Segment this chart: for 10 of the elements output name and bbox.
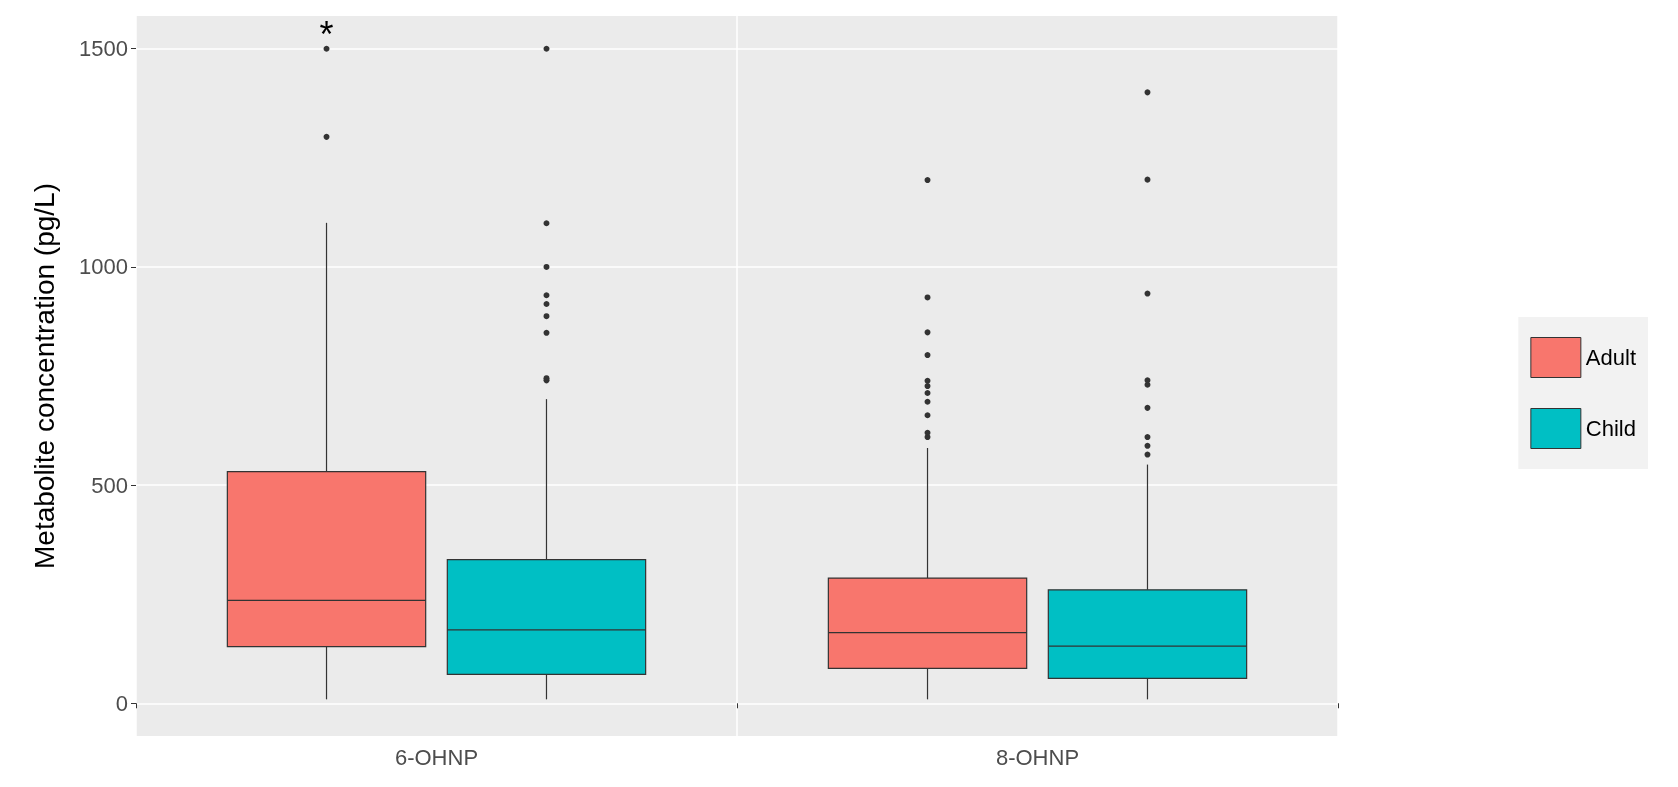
y-tick-label: 0 (115, 690, 128, 716)
y-tick-label: 500 (91, 472, 128, 498)
y-tick-label: 1500 (79, 36, 128, 62)
annotation: * (319, 13, 334, 55)
y-axis-title: Metabolite concentration (pg/L) (28, 183, 60, 569)
x-tick-label: 8-OHNP (995, 744, 1080, 770)
legend-label: Adult (1585, 345, 1637, 370)
legend-label: Child (1585, 416, 1636, 441)
y-tick-label: 1000 (79, 254, 128, 280)
x-tick-label: 6-OHNP (394, 744, 479, 770)
